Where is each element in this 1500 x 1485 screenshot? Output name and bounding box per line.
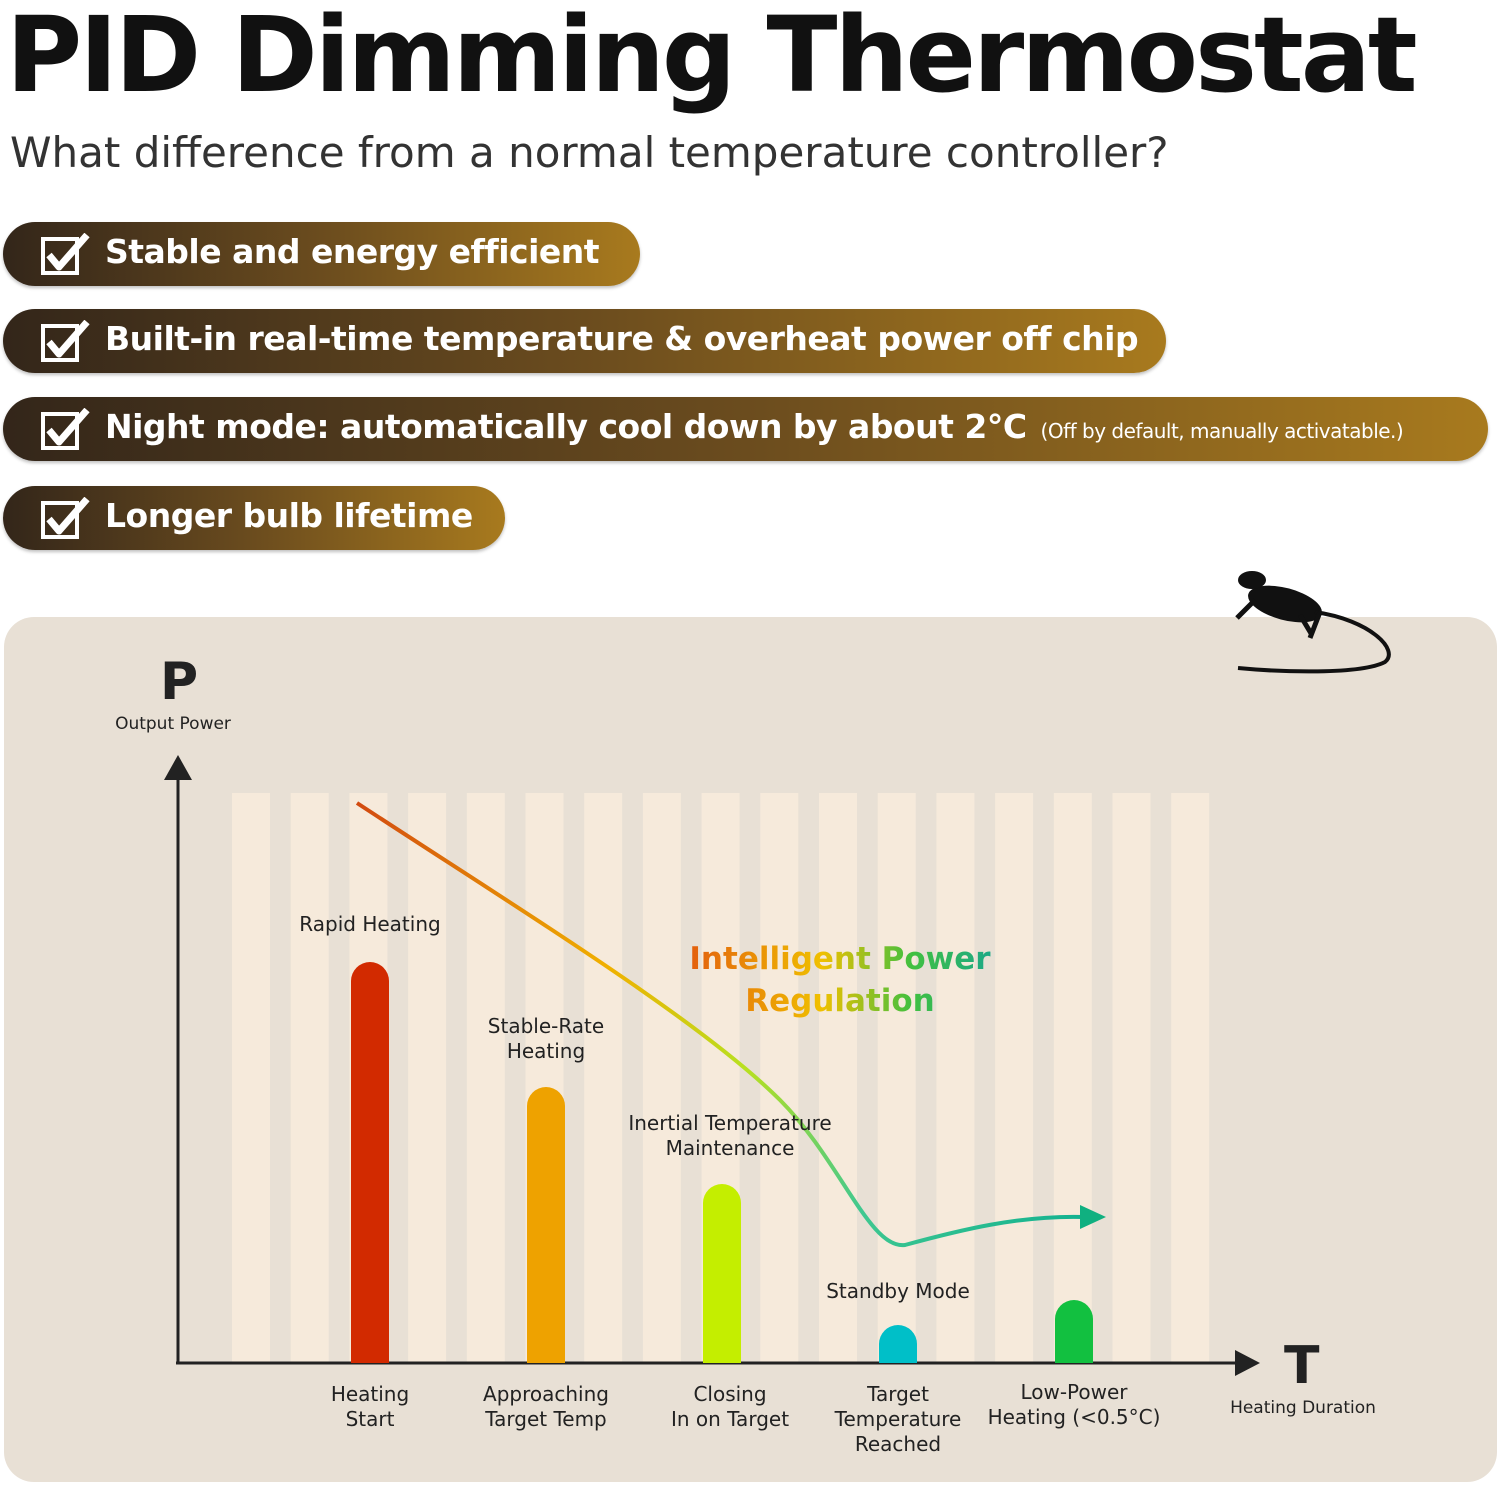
panel xyxy=(4,617,1497,1482)
check-icon xyxy=(41,497,90,539)
bar xyxy=(703,1184,741,1363)
bar xyxy=(1055,1300,1093,1363)
curve-label: Intelligent Power Regulation xyxy=(660,938,1020,1022)
stripe xyxy=(584,793,623,1363)
feature-pill: Built-in real-time temperature & overhea… xyxy=(3,309,1166,373)
feature-text: Night mode: automatically cool down by a… xyxy=(105,407,1404,446)
y-label: Output Power xyxy=(115,714,231,734)
stripe xyxy=(232,793,270,1363)
stage-label: Stable-Rate Heating xyxy=(487,1014,605,1063)
stage-category: Closing In on Target xyxy=(670,1382,790,1431)
stage-label: Rapid Heating xyxy=(299,912,441,936)
stage-category: Heating Start xyxy=(330,1382,410,1431)
stripe xyxy=(408,793,447,1363)
x-label: Heating Duration xyxy=(1230,1398,1376,1418)
bar xyxy=(879,1325,917,1363)
stripe xyxy=(877,793,916,1363)
stripes xyxy=(232,793,1210,1363)
feature-text: Stable and energy efficient xyxy=(105,232,600,271)
feature-note: (Off by default, manually activatable.) xyxy=(1040,419,1404,443)
feature-text: Longer bulb lifetime xyxy=(105,496,473,535)
feature-pill: Longer bulb lifetime xyxy=(3,486,505,550)
title: PID Dimming Thermostat xyxy=(6,0,1418,116)
stage-category: Target Temperature Reached xyxy=(834,1382,962,1456)
power-curve xyxy=(355,801,1086,1248)
stripe xyxy=(760,793,799,1363)
feature-pill: Night mode: automatically cool down by a… xyxy=(3,397,1488,461)
curve-arrow xyxy=(1080,1205,1106,1229)
bar xyxy=(351,962,389,1363)
x-symbol: T xyxy=(1284,1336,1320,1396)
x-arrow xyxy=(1235,1350,1260,1376)
feature-pill: Stable and energy efficient xyxy=(3,222,640,286)
stripe xyxy=(290,793,329,1363)
subtitle: What difference from a normal temperatur… xyxy=(10,128,1169,177)
y-arrow xyxy=(164,755,192,780)
stripe xyxy=(1171,793,1210,1363)
lizard xyxy=(1235,571,1391,674)
stripe xyxy=(1053,793,1092,1363)
check-icon xyxy=(41,408,90,450)
stripe xyxy=(819,793,857,1363)
y-symbol: P xyxy=(160,652,199,712)
check-icon xyxy=(41,233,90,275)
feature-text: Stable and energy efficient xyxy=(105,232,600,271)
stage-category: Approaching Target Temp xyxy=(483,1382,609,1431)
feature-text: Built-in real-time temperature & overhea… xyxy=(105,319,1139,358)
stage-label: Inertial Temperature Maintenance xyxy=(628,1111,832,1160)
stripe xyxy=(642,793,681,1363)
stripe xyxy=(936,793,975,1363)
feature-text: Built-in real-time temperature & overhea… xyxy=(105,319,1139,358)
feature-text: Night mode: automatically cool down by a… xyxy=(105,407,1027,446)
stripe xyxy=(995,793,1034,1363)
bar xyxy=(527,1087,565,1363)
stripe xyxy=(1112,793,1151,1363)
stage-label: Standby Mode xyxy=(826,1279,970,1303)
feature-text: Longer bulb lifetime xyxy=(105,496,473,535)
stage-category: Low-Power Heating (<0.5°C) xyxy=(987,1380,1161,1429)
check-icon xyxy=(41,320,90,362)
